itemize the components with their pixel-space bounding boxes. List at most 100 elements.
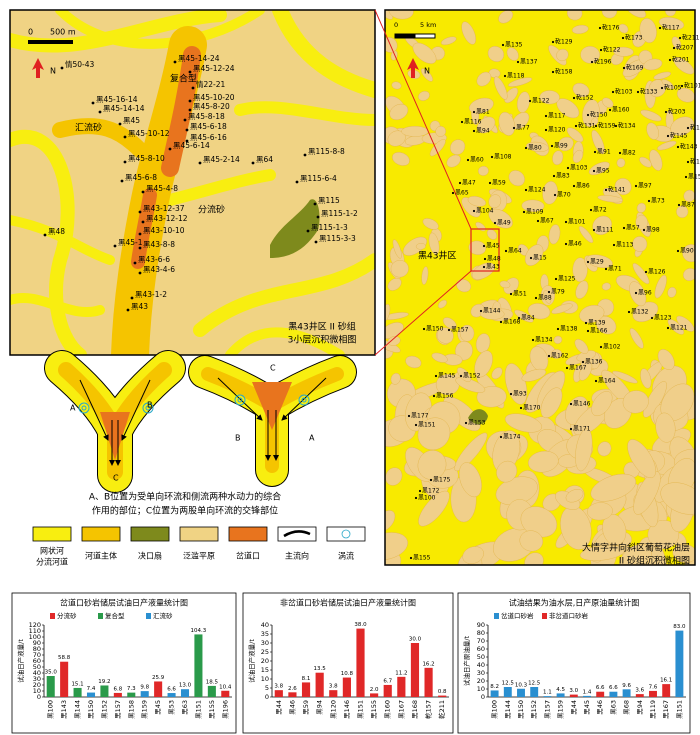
well-dot [547, 354, 551, 358]
well-label: 黑97 [638, 183, 652, 190]
well-label: 黑45-6-14 [173, 141, 210, 150]
floodplain-patch [682, 244, 695, 263]
legend-label: 复合型 [105, 611, 125, 620]
bar [60, 661, 69, 697]
x-tick-label: 黑157 [114, 700, 122, 719]
floodplain-patch [391, 81, 402, 90]
floodplain-patch [640, 109, 662, 122]
well-dot [306, 229, 310, 233]
floodplain-patch [412, 42, 437, 64]
well-dot [503, 74, 507, 78]
x-tick-label: 黑63 [181, 700, 189, 715]
floodplain-patch [486, 229, 498, 240]
well-label: 黑135 [505, 42, 523, 49]
well-dot [458, 181, 462, 185]
well-label: 黑122 [532, 98, 550, 105]
floodplain-patch [387, 277, 402, 291]
floodplain-patch [646, 122, 659, 140]
well-dot [185, 128, 189, 132]
floodplain-patch [575, 280, 589, 299]
well-dot [586, 260, 590, 264]
floodplain-patch [571, 24, 589, 35]
well-dot [660, 86, 664, 90]
floodplain-patch [385, 532, 408, 561]
well-dot [529, 256, 533, 260]
well-label: 乾122 [603, 46, 621, 54]
y-tick-label: 0 [37, 693, 41, 701]
y-tick-label: 35 [261, 630, 269, 638]
floodplain-patch [488, 194, 502, 209]
value-label: 25.9 [152, 675, 165, 681]
x-tick-label: 黑167 [662, 700, 670, 719]
north-label: N [50, 67, 56, 76]
y-tick-label: 10 [261, 675, 269, 683]
scale-bar [414, 33, 436, 39]
well-label: 黑45 [123, 116, 140, 125]
well-label: 黑115 [318, 196, 340, 205]
well-dot [130, 296, 134, 300]
well-dot [414, 423, 418, 427]
x-tick-label: 黑59 [302, 700, 310, 715]
floodplain-patch [655, 412, 676, 443]
area-label: 黑43井区 [418, 250, 456, 262]
x-tick-label: 黑120 [329, 700, 337, 719]
well-dot [141, 220, 145, 224]
floodplain-patch [586, 254, 613, 269]
y-tick-label: 80 [477, 629, 485, 637]
value-label: 8.2 [490, 684, 499, 690]
floodplain-patch [578, 361, 593, 381]
floodplain-patch [437, 299, 447, 309]
well-label: 黑156 [436, 393, 454, 400]
x-tick-label: 黑94 [316, 700, 324, 715]
value-label: 10.8 [341, 671, 354, 677]
bar [569, 694, 578, 697]
floodplain-patch [392, 152, 410, 166]
well-dot [191, 86, 195, 90]
well-dot [647, 199, 651, 203]
floodplain-patch [385, 303, 391, 322]
floodplain-patch [415, 243, 426, 250]
well-dot [60, 66, 64, 70]
well-dot [464, 421, 468, 425]
well-label: 乾150 [590, 111, 608, 119]
legend-label: 分流河道 [36, 557, 68, 567]
well-label: 黑43-1-2 [135, 290, 167, 299]
well-label: 乾196 [594, 58, 612, 66]
well-label: 黑111 [596, 227, 614, 234]
floodplain-patch [388, 10, 414, 20]
floodplain-patch [618, 23, 629, 34]
legend-label: 汇流砂 [153, 611, 173, 620]
legend-label: 非岔道口砂岩 [549, 611, 589, 620]
well-label: 黑171 [573, 426, 591, 433]
well-label: 乾207 [676, 44, 694, 52]
y-tick-label: 10 [33, 687, 41, 695]
value-label: 16.2 [422, 661, 434, 667]
well-label: 黑137 [520, 59, 538, 66]
floodplain-patch [405, 355, 422, 369]
floodplain-patch [524, 552, 544, 565]
bar [73, 687, 82, 697]
well-label: 黑115-3-3 [319, 234, 356, 243]
note: A、B位置为受单向环流和侧流两种水动力的综合 [89, 491, 281, 503]
value-label: 104.3 [191, 628, 207, 634]
x-tick-label: 黑160 [384, 700, 392, 719]
floodplain-patch [528, 450, 559, 473]
value-label: 10.4 [219, 684, 232, 690]
well-label: 乾203 [668, 108, 686, 116]
well-label: 黑45-16-14 [96, 95, 138, 104]
floodplain-patch [428, 232, 440, 255]
well-dot [604, 267, 608, 271]
well-label: 黑115-1-3 [311, 223, 348, 232]
x-tick-label: 黑158 [127, 700, 135, 719]
well-dot [98, 110, 102, 114]
floodplain-patch [488, 68, 501, 78]
floodplain-patch [572, 257, 588, 282]
y-tick-label: 40 [477, 661, 485, 669]
well-dot [553, 193, 557, 197]
facies-label: 汇流砂 [75, 122, 102, 134]
well-dot [642, 228, 646, 232]
well-dot [551, 70, 555, 74]
well-label: 黑100 [418, 495, 436, 502]
floodplain-patch [566, 10, 583, 21]
well-dot [586, 113, 590, 117]
